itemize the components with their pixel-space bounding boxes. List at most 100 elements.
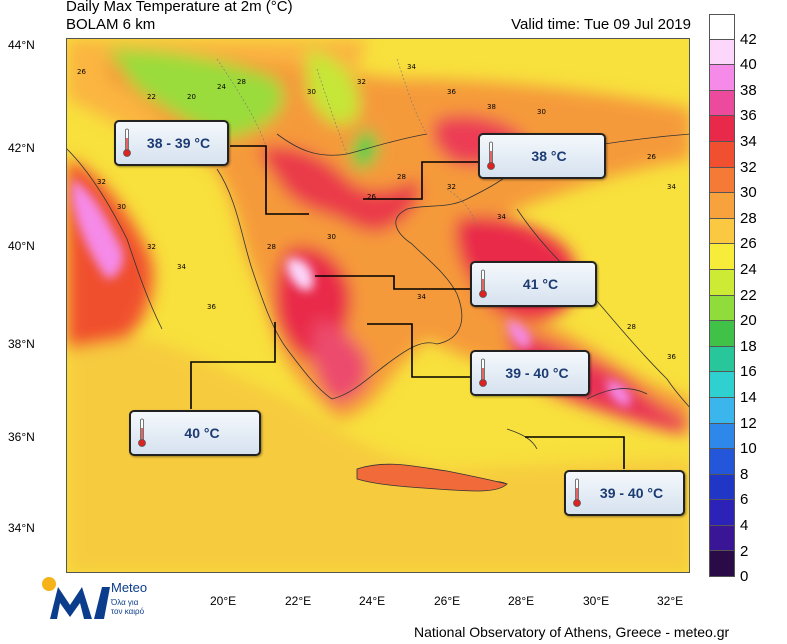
map-value-label: 28 xyxy=(627,323,636,331)
map-value-label: 32 xyxy=(357,78,366,86)
callout-40: 40 °C xyxy=(129,410,261,456)
lon-label-32: 32°E xyxy=(657,594,684,608)
colorbar-label: 8 xyxy=(740,465,749,483)
colorbar-cell xyxy=(709,65,735,91)
lon-label-22: 22°E xyxy=(285,594,312,608)
meteo-m-logo-icon xyxy=(42,577,110,619)
colorbar-label: 12 xyxy=(740,414,757,432)
colorbar-label: 14 xyxy=(740,389,757,406)
map-value-label: 26 xyxy=(367,193,376,201)
thermometer-icon xyxy=(138,418,146,447)
colorbar-label: 4 xyxy=(740,517,749,534)
colorbar-label: 24 xyxy=(740,261,757,278)
callout-38: 38 °C xyxy=(478,133,606,179)
colorbar-cell xyxy=(709,372,735,398)
lon-label-28: 28°E xyxy=(508,594,535,608)
map-value-label: 32 xyxy=(97,178,106,186)
callout-text: 38 °C xyxy=(531,148,567,164)
colorbar-cell xyxy=(709,167,735,194)
map-value-label: 30 xyxy=(307,88,316,96)
lat-label-40: 40°N xyxy=(8,239,35,253)
lon-label-26: 26°E xyxy=(434,594,461,608)
colorbar-label: 2 xyxy=(740,542,749,560)
colorbar-cell xyxy=(709,193,735,219)
colorbar-cell xyxy=(709,141,735,168)
colorbar-label: 42 xyxy=(740,30,757,48)
colorbar-label: 32 xyxy=(740,158,757,176)
map-value-label: 36 xyxy=(447,88,456,96)
map-value-label: 20 xyxy=(187,93,196,101)
thermometer-icon xyxy=(479,269,487,298)
lat-label-44: 44°N xyxy=(8,38,35,52)
map-value-label: 30 xyxy=(537,108,546,116)
map-value-label: 34 xyxy=(417,293,426,301)
lat-label-38: 38°N xyxy=(8,337,35,351)
footer-credit: National Observatory of Athens, Greece -… xyxy=(414,624,730,640)
callout-text: 41 °C xyxy=(522,276,559,292)
colorbar-cell xyxy=(709,218,735,245)
colorbar xyxy=(709,14,735,578)
colorbar-label: 26 xyxy=(740,235,757,253)
colorbar-label: 34 xyxy=(740,133,757,150)
logo-tagline: Όλα για τον καιρό xyxy=(111,598,145,616)
colorbar-cell xyxy=(709,269,735,296)
thermometer-icon xyxy=(573,478,581,507)
callout-text: 40 °C xyxy=(184,425,220,441)
map-value-label: 34 xyxy=(177,263,186,271)
colorbar-cell xyxy=(709,397,735,424)
colorbar-cell xyxy=(709,14,735,40)
map-value-label: 30 xyxy=(117,203,126,211)
colorbar-cell xyxy=(709,551,735,578)
callout-39-40-b: 39 - 40 °C xyxy=(564,470,685,516)
map-value-label: 32 xyxy=(147,243,156,251)
map-value-label: 26 xyxy=(77,68,86,76)
map-value-label: 32 xyxy=(447,183,456,191)
colorbar-cell xyxy=(709,39,735,66)
colorbar-label: 20 xyxy=(740,312,757,330)
lon-label-30: 30°E xyxy=(583,594,610,608)
lat-label-36: 36°N xyxy=(8,430,35,444)
colorbar-label: 36 xyxy=(740,107,757,125)
colorbar-label: 6 xyxy=(740,491,749,509)
thermometer-icon xyxy=(487,141,495,170)
title-line-2: BOLAM 6 km xyxy=(66,16,156,33)
callout-text: 39 - 40 °C xyxy=(505,365,569,381)
colorbar-label: 40 xyxy=(740,56,757,74)
colorbar-label: 18 xyxy=(740,337,757,355)
map-value-label: 28 xyxy=(267,243,276,251)
colorbar-cell xyxy=(709,500,735,526)
colorbar-cell xyxy=(709,244,735,270)
colorbar-cell xyxy=(709,346,735,373)
map-value-label: 30 xyxy=(327,233,336,241)
colorbar-cell xyxy=(709,321,735,347)
map-value-label: 22 xyxy=(147,93,156,101)
map-value-label: 26 xyxy=(647,153,656,161)
colorbar-cell xyxy=(709,449,735,475)
map-value-label: 28 xyxy=(397,173,406,181)
callout-39-40-a: 39 - 40 °C xyxy=(470,350,590,396)
callout-text: 38 - 39 °C xyxy=(146,135,211,151)
lat-label-42: 42°N xyxy=(8,141,35,155)
map-value-label: 34 xyxy=(497,213,506,221)
map-value-label: 36 xyxy=(667,353,676,361)
colorbar-label: 0 xyxy=(740,568,749,586)
valid-time: Valid time: Tue 09 Jul 2019 xyxy=(511,16,691,33)
colorbar-cell xyxy=(709,474,735,501)
colorbar-cell xyxy=(709,525,735,552)
colorbar-cell xyxy=(709,423,735,450)
colorbar-label: 22 xyxy=(740,286,757,304)
logo-name: Meteo xyxy=(111,580,148,595)
map-value-label: 28 xyxy=(237,78,246,86)
colorbar-cell xyxy=(709,116,735,142)
callout-38-39: 38 - 39 °C xyxy=(114,120,229,166)
thermometer-icon xyxy=(479,358,487,387)
title-line-1: Daily Max Temperature at 2m (°C) xyxy=(66,0,293,15)
map-value-label: 34 xyxy=(407,63,416,71)
lon-label-24: 24°E xyxy=(359,594,386,608)
map-value-label: 36 xyxy=(207,303,216,311)
colorbar-cell xyxy=(709,90,735,117)
callout-41: 41 °C xyxy=(470,261,597,307)
colorbar-label: 28 xyxy=(740,209,757,227)
colorbar-label: 16 xyxy=(740,363,757,381)
chart-title: Daily Max Temperature at 2m (°C) BOLAM 6… xyxy=(66,0,293,34)
